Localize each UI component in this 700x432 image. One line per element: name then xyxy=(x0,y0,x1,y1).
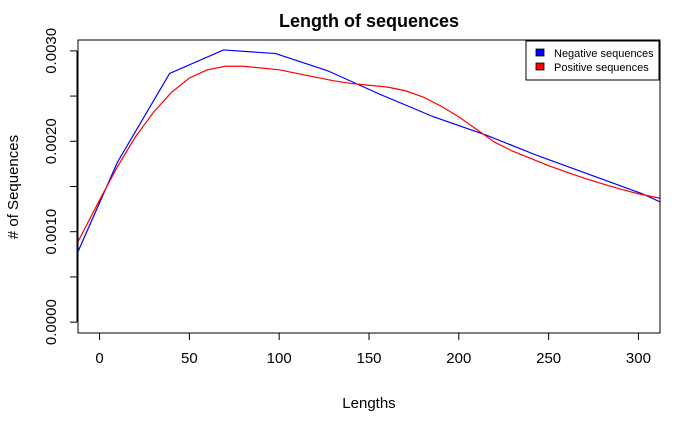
x-tick-label: 100 xyxy=(267,350,292,367)
y-axis: 0.0000 0.0010 0.0020 0.0030 xyxy=(43,28,78,345)
y-tick-label: 0.0000 xyxy=(43,299,60,345)
plot-frame xyxy=(77,39,661,334)
x-tick-label: 250 xyxy=(536,350,561,367)
x-axis-label: Lengths xyxy=(342,395,395,412)
x-tick-label: 200 xyxy=(446,350,471,367)
legend-swatch xyxy=(535,62,545,71)
chart-title: Length of sequences xyxy=(279,11,459,31)
x-tick-label: 0 xyxy=(95,350,103,367)
legend: Negative sequences Positive sequences xyxy=(525,40,660,81)
x-tick-label: 50 xyxy=(181,350,198,367)
y-tick-label: 0.0030 xyxy=(43,28,60,74)
y-tick-label: 0.0010 xyxy=(43,209,60,255)
legend-swatch xyxy=(535,48,545,57)
y-tick-label: 0.0020 xyxy=(43,118,60,164)
legend-box xyxy=(525,40,660,81)
y-axis-label: # of Sequences xyxy=(5,135,22,239)
series-line-negative xyxy=(77,49,661,252)
legend-label: Negative sequences xyxy=(554,48,654,60)
legend-label: Positive sequences xyxy=(554,62,649,74)
series-line-positive xyxy=(77,65,661,242)
x-axis: 0 50 100 150 200 250 300 xyxy=(95,332,651,367)
x-tick-label: 300 xyxy=(626,350,651,367)
x-tick-label: 150 xyxy=(356,350,381,367)
